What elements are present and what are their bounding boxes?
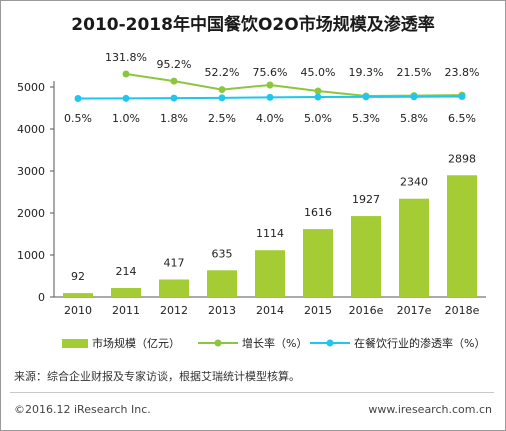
- bar-data-label: 635: [212, 247, 233, 260]
- y-tick-label: 5000: [17, 81, 45, 94]
- copyright-text: ©2016.12 iResearch Inc.: [14, 403, 151, 416]
- legend-growth-swatch: [198, 339, 238, 347]
- bar-data-label: 92: [71, 270, 85, 283]
- bar-data-label: 214: [116, 265, 137, 278]
- legend-item-bar: 市场规模（亿元）: [62, 335, 180, 351]
- bar: [111, 288, 141, 297]
- legend-growth-label: 增长率（%）: [242, 337, 308, 350]
- growth-point: [314, 87, 322, 95]
- x-tick-label: 2018e: [445, 304, 480, 317]
- x-tick-label: 2017e: [397, 304, 432, 317]
- bar-data-label: 2340: [400, 176, 428, 189]
- chart-title: 2010-2018年中国餐饮O2O市场规模及渗透率: [71, 15, 435, 35]
- growth-line-series: 131.8% 95.2% 52.2% 75.6% 45.0% 19.3% 21.5% 23.8…: [105, 51, 479, 100]
- bar: [303, 229, 333, 297]
- growth-data-label: 45.0%: [301, 66, 336, 79]
- website-link[interactable]: www.iresearch.com.cn: [368, 403, 492, 416]
- source-note: 来源：综合企业财报及专家访谈，根据艾瑞统计模型核算。: [14, 370, 300, 383]
- penetration-data-label: 6.5%: [448, 112, 476, 125]
- bar-series: 92 214 417 635 1114 1616 1927 2340 2898: [63, 152, 477, 297]
- growth-data-label: 52.2%: [205, 66, 240, 79]
- x-tick-label: 2013: [208, 304, 236, 317]
- penetration-data-label: 5.8%: [400, 112, 428, 125]
- bar-data-label: 417: [164, 256, 185, 269]
- penetration-point: [170, 94, 178, 102]
- penetration-data-label: 5.3%: [352, 112, 380, 125]
- legend-item-growth: 增长率（%）: [198, 335, 307, 351]
- x-tick-label: 2015: [304, 304, 332, 317]
- x-tick-label: 2012: [160, 304, 188, 317]
- y-tick-label: 2000: [17, 207, 45, 220]
- x-tick-label: 2016e: [349, 304, 384, 317]
- bar-data-label: 1616: [304, 206, 332, 219]
- y-tick-label: 1000: [17, 249, 45, 262]
- bar-data-label: 2898: [448, 152, 476, 165]
- bar: [159, 279, 189, 297]
- penetration-point: [74, 95, 82, 102]
- bar: [207, 270, 237, 297]
- bar: [63, 293, 93, 297]
- legend-penetration-label: 在餐饮行业的渗透率（%）: [354, 337, 486, 350]
- penetration-data-label: 0.5%: [64, 112, 92, 125]
- penetration-point: [266, 93, 274, 101]
- chart-axes: 0 1000 2000 3000 4000 5000 2010 2011 2012 2013 201…: [17, 81, 486, 317]
- legend-bar-swatch: [62, 338, 88, 348]
- bar: [351, 216, 381, 297]
- penetration-point: [410, 93, 418, 101]
- penetration-point: [314, 93, 322, 101]
- bar-data-label: 1114: [256, 227, 284, 240]
- bar: [399, 198, 429, 297]
- penetration-point: [218, 94, 226, 102]
- growth-data-label: 95.2%: [157, 58, 192, 71]
- penetration-point: [458, 93, 466, 100]
- growth-point: [122, 70, 130, 78]
- footer-divider: [10, 392, 494, 393]
- penetration-data-label: 1.0%: [112, 112, 140, 125]
- legend-penetration-swatch: [310, 339, 350, 347]
- legend-bar-label: 市场规模（亿元）: [92, 337, 180, 350]
- growth-data-label: 131.8%: [105, 51, 147, 64]
- penetration-line-series: 0.5% 1.0% 1.8% 2.5% 4.0% 5.0% 5.3% 5.8% 6.5%: [64, 93, 476, 125]
- growth-data-label: 23.8%: [445, 66, 480, 79]
- y-tick-label: 3000: [17, 165, 45, 178]
- penetration-data-label: 1.8%: [160, 112, 188, 125]
- growth-point: [170, 77, 178, 85]
- growth-line: [125, 73, 463, 98]
- penetration-data-label: 2.5%: [208, 112, 236, 125]
- y-tick-label: 4000: [17, 123, 45, 136]
- x-tick-label: 2010: [64, 304, 92, 317]
- growth-point: [218, 86, 226, 94]
- x-tick-label: 2011: [112, 304, 140, 317]
- bar: [447, 175, 477, 297]
- growth-data-label: 19.3%: [349, 66, 384, 79]
- x-tick-label: 2014: [256, 304, 284, 317]
- penetration-point: [122, 94, 130, 102]
- growth-data-label: 21.5%: [397, 66, 432, 79]
- legend-item-penetration: 在餐饮行业的渗透率（%）: [310, 335, 485, 351]
- penetration-data-label: 5.0%: [304, 112, 332, 125]
- y-tick-label: 0: [38, 291, 45, 304]
- bar-data-label: 1927: [352, 193, 380, 206]
- growth-data-label: 75.6%: [253, 66, 288, 79]
- growth-point: [266, 81, 274, 89]
- penetration-data-label: 4.0%: [256, 112, 284, 125]
- penetration-point: [362, 93, 370, 101]
- bar: [255, 250, 285, 297]
